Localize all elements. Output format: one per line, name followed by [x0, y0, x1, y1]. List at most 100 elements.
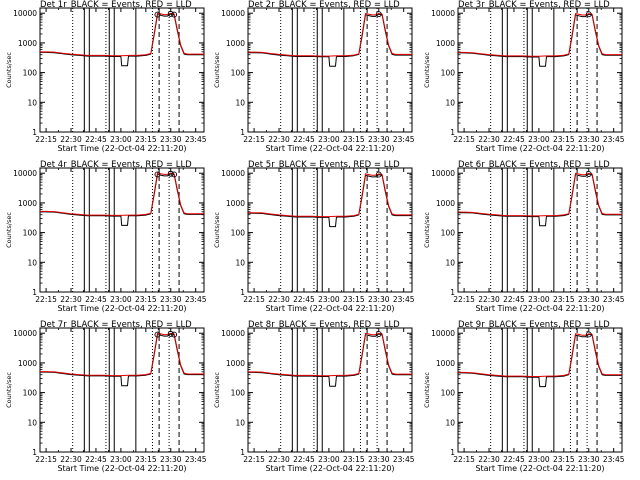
- y-tick-label: 1: [240, 128, 245, 137]
- y-tick-label: 10000: [221, 169, 245, 178]
- x-tick-label: 23:15: [553, 295, 575, 304]
- y-tick-label: 1: [450, 288, 455, 297]
- plot-frame: [457, 327, 623, 453]
- x-tick-label: 22:45: [503, 455, 525, 464]
- y-axis-label: Counts/sec: [213, 52, 221, 88]
- y-tick-label: 1000: [18, 359, 37, 368]
- x-tick-label: 22:30: [268, 295, 290, 304]
- y-tick-label: 100: [441, 229, 456, 238]
- x-tick-label: 23:15: [553, 135, 575, 144]
- y-tick-label: 1: [32, 288, 37, 297]
- x-tick-label: 23:30: [368, 295, 390, 304]
- x-tick-label: 22:15: [453, 295, 475, 304]
- x-tick-label: 22:45: [85, 295, 107, 304]
- x-tick-label: 23:45: [393, 455, 415, 464]
- x-tick-label: 22:15: [35, 135, 57, 144]
- y-axis-label: Counts/sec: [5, 372, 13, 408]
- y-tick-label: 10000: [221, 329, 245, 338]
- y-tick-label: 1000: [18, 39, 37, 48]
- panel-title-detector: Det 6r: [458, 160, 485, 170]
- x-tick-label: 23:30: [578, 135, 600, 144]
- y-tick-label: 100: [23, 69, 38, 78]
- events-peak-point: [167, 10, 174, 17]
- panel-title-legend: BLACK = Events, RED = LLD: [71, 160, 192, 170]
- panel-9: Det 9r BLACK = Events, RED = LLD 1 10 100 100…: [423, 320, 625, 473]
- y-tick-label: 100: [23, 389, 38, 398]
- y-tick-label: 100: [441, 389, 456, 398]
- x-axis-label: Start Time (22-Oct-04 22:11:20): [57, 144, 186, 153]
- x-tick-label: 23:15: [135, 455, 157, 464]
- lld-series-line: [247, 332, 412, 377]
- panel-title-legend: BLACK = Events, RED = LLD: [71, 320, 192, 330]
- events-peak-point: [154, 331, 161, 338]
- y-axis-label: Counts/sec: [5, 212, 13, 248]
- panel-title: Det 4r BLACK = Events, RED = LLD: [40, 160, 192, 170]
- panel-title-detector: Det 5r: [248, 160, 275, 170]
- x-tick-label: 22:30: [60, 135, 82, 144]
- x-tick-label: 23:00: [318, 135, 340, 144]
- y-axis-label: Counts/sec: [423, 212, 431, 248]
- x-tick-label: 22:15: [243, 455, 265, 464]
- x-tick-label: 23:15: [343, 135, 365, 144]
- y-tick-label: 10: [445, 418, 455, 427]
- y-tick-label: 1000: [436, 359, 455, 368]
- panel-title: Det 9r BLACK = Events, RED = LLD: [458, 320, 610, 330]
- y-tick-label: 10000: [13, 9, 37, 18]
- events-peak-point: [585, 331, 592, 338]
- x-tick-label: 23:00: [110, 295, 132, 304]
- y-tick-label: 1000: [226, 199, 245, 208]
- x-tick-label: 23:45: [603, 135, 625, 144]
- panel-title-legend: BLACK = Events, RED = LLD: [279, 160, 400, 170]
- y-tick-label: 10: [27, 418, 37, 427]
- panel-3: Det 3r BLACK = Events, RED = LLD 1 10 100 100…: [423, 0, 625, 153]
- y-tick-label: 10000: [431, 329, 455, 338]
- x-tick-label: 23:00: [528, 295, 550, 304]
- x-tick-label: 22:15: [453, 455, 475, 464]
- x-axis-label: Start Time (22-Oct-04 22:11:20): [57, 464, 186, 473]
- x-tick-label: 23:45: [393, 135, 415, 144]
- lld-series-line: [247, 173, 412, 218]
- panel-title-legend: BLACK = Events, RED = LLD: [489, 160, 610, 170]
- events-peak-point: [167, 170, 174, 177]
- lld-series-line: [247, 13, 412, 57]
- x-tick-label: 22:45: [85, 455, 107, 464]
- panel-title: Det 6r BLACK = Events, RED = LLD: [458, 160, 610, 170]
- panel-title-legend: BLACK = Events, RED = LLD: [71, 0, 192, 10]
- x-tick-label: 22:45: [503, 135, 525, 144]
- y-tick-label: 10000: [13, 169, 37, 178]
- y-tick-label: 1: [240, 448, 245, 457]
- events-peak-point: [171, 11, 178, 18]
- events-peak-point: [154, 11, 161, 18]
- y-tick-label: 10000: [13, 329, 37, 338]
- x-tick-label: 23:45: [185, 295, 207, 304]
- x-axis-label: Start Time (22-Oct-04 22:11:20): [475, 144, 604, 153]
- panel-title: Det 8r BLACK = Events, RED = LLD: [248, 320, 400, 330]
- panel-title-legend: BLACK = Events, RED = LLD: [489, 0, 610, 10]
- y-tick-label: 1: [32, 128, 37, 137]
- plot-frame: [39, 167, 205, 293]
- lld-series-line: [39, 12, 204, 57]
- x-axis-label: Start Time (22-Oct-04 22:11:20): [265, 144, 394, 153]
- y-tick-label: 10: [445, 258, 455, 267]
- y-axis-label: Counts/sec: [213, 212, 221, 248]
- x-axis-label: Start Time (22-Oct-04 22:11:20): [475, 464, 604, 473]
- events-peak-point: [585, 11, 592, 18]
- panel-title-detector: Det 9r: [458, 320, 485, 330]
- panel-title: Det 5r BLACK = Events, RED = LLD: [248, 160, 400, 170]
- x-tick-label: 23:00: [110, 455, 132, 464]
- x-axis-label: Start Time (22-Oct-04 22:11:20): [475, 304, 604, 313]
- lld-series-line: [457, 333, 622, 377]
- y-tick-label: 1: [32, 448, 37, 457]
- plot-frame: [247, 327, 413, 453]
- events-peak-point: [585, 171, 592, 177]
- events-peak-point: [375, 331, 382, 337]
- y-tick-label: 1000: [226, 39, 245, 48]
- x-tick-label: 22:30: [268, 135, 290, 144]
- y-tick-label: 1000: [436, 199, 455, 208]
- y-tick-label: 10: [235, 98, 245, 107]
- panel-title: Det 1r BLACK = Events, RED = LLD: [40, 0, 192, 10]
- events-peak-point: [154, 171, 161, 178]
- x-axis-label: Start Time (22-Oct-04 22:11:20): [265, 304, 394, 313]
- x-tick-label: 23:30: [160, 295, 182, 304]
